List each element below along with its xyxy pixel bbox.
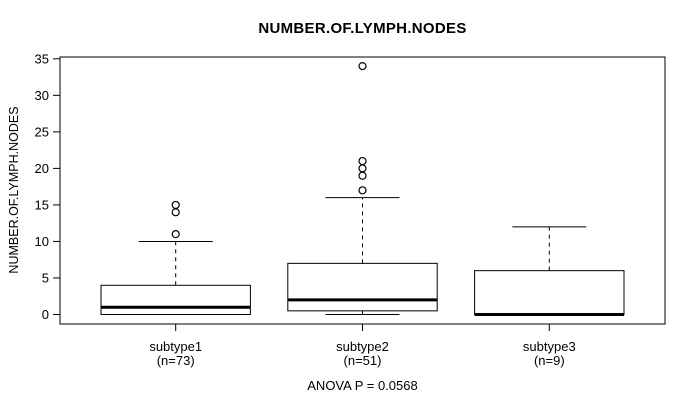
box [474, 270, 625, 315]
outlier-point [358, 171, 367, 180]
x-tick-label: subtype2 [336, 339, 389, 354]
y-tick-label: 35 [35, 51, 49, 66]
x-tick-sublabel: (n=51) [344, 353, 382, 368]
outlier-point [358, 164, 367, 173]
outlier-point [171, 230, 180, 239]
outlier-point [358, 186, 367, 195]
box [287, 262, 438, 312]
outlier-point [358, 156, 367, 166]
x-tick-label: subtype3 [523, 339, 576, 354]
y-tick-label: 0 [42, 307, 49, 322]
x-tick-sublabel: (n=73) [157, 353, 195, 368]
box [100, 284, 251, 315]
y-tick-label: 15 [35, 197, 49, 212]
outlier-point [171, 200, 180, 210]
outlier-point [171, 208, 180, 217]
x-tick-sublabel: (n=9) [534, 353, 565, 368]
chart-title: NUMBER.OF.LYMPH.NODES [258, 20, 467, 37]
x-tick-label: subtype1 [149, 339, 202, 354]
y-tick-label: 5 [42, 270, 49, 285]
y-tick-label: 10 [35, 234, 49, 249]
y-tick-label: 30 [35, 88, 49, 103]
anova-annotation: ANOVA P = 0.0568 [307, 378, 418, 393]
y-tick-label: 25 [35, 124, 49, 139]
y-tick-label: 20 [35, 161, 49, 176]
outlier-point [358, 62, 367, 71]
